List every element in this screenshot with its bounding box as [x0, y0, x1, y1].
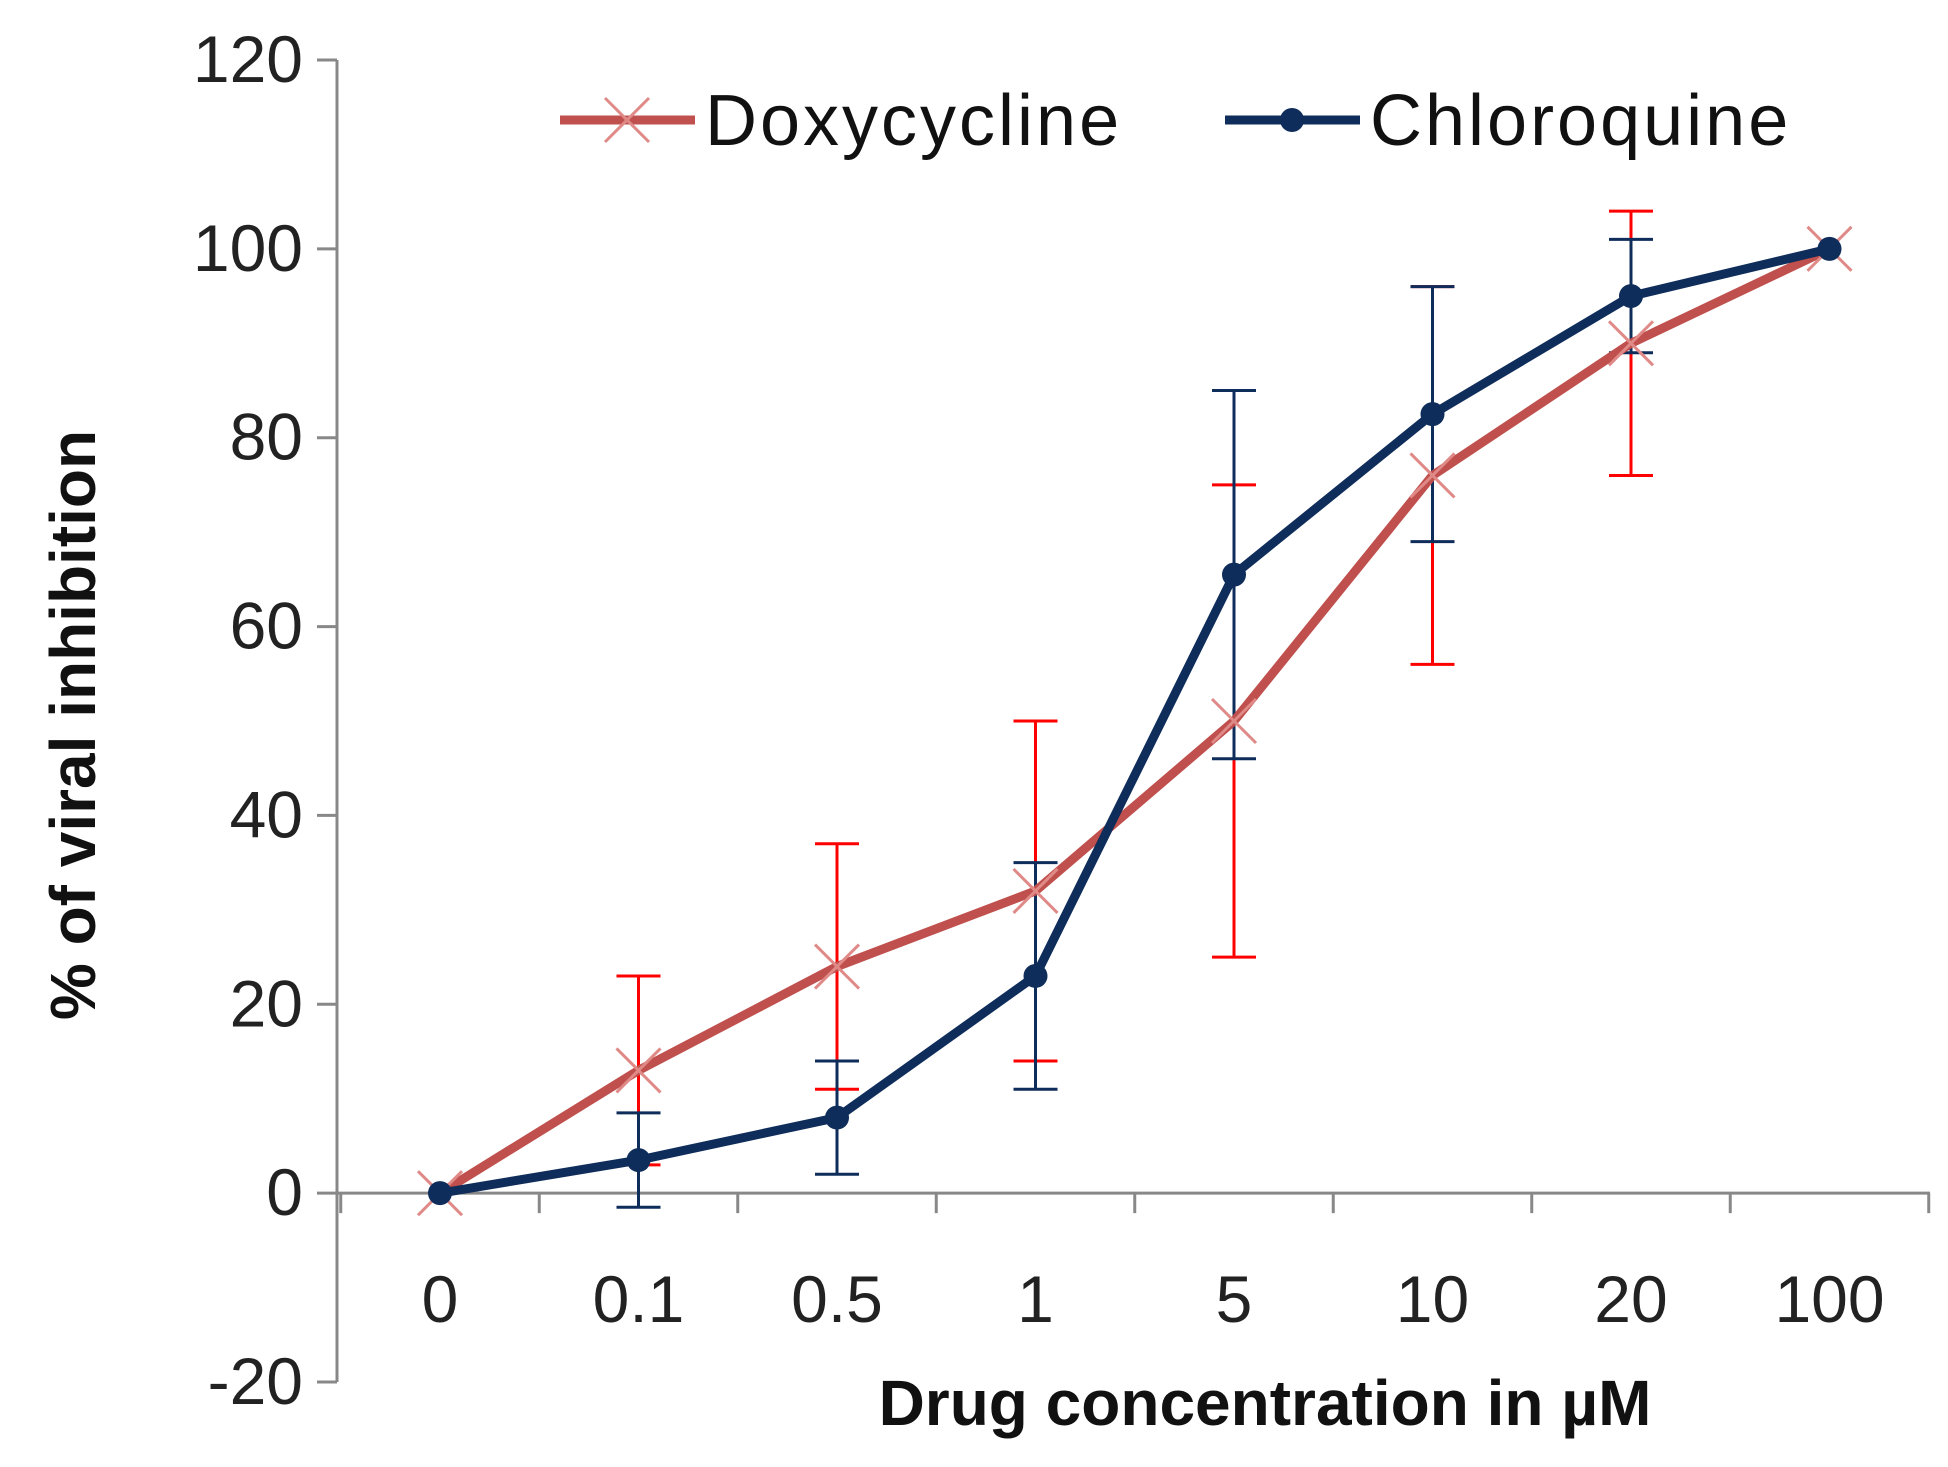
x-tick-label: 100 [1774, 1262, 1884, 1336]
x-tick-label: 0 [422, 1262, 459, 1336]
legend-marker-chloroquine [1280, 108, 1304, 132]
x-tick-label: 10 [1396, 1262, 1469, 1336]
x-axis-title: Drug concentration in µM [879, 1367, 1652, 1439]
y-tick-label: 40 [230, 777, 303, 851]
y-tick-label: 20 [230, 966, 303, 1040]
data-point-chloroquine [1619, 284, 1643, 309]
data-point-chloroquine [1222, 562, 1246, 587]
y-tick-label: 80 [230, 400, 303, 474]
x-tick-label: 1 [1017, 1262, 1054, 1336]
data-point-chloroquine [428, 1181, 452, 1206]
data-point-chloroquine [1420, 402, 1445, 427]
y-tick-label: -20 [208, 1344, 303, 1418]
y-tick-label: 120 [193, 22, 303, 96]
y-axis-title: % of viral inhibition [37, 430, 109, 1020]
data-point-chloroquine [825, 1105, 849, 1130]
data-point-chloroquine [626, 1148, 651, 1173]
series-layer [416, 225, 1853, 1217]
series-line-chloroquine [435, 244, 1834, 1198]
data-point-doxycycline [813, 943, 861, 990]
axes-layer: -20 0 20 40 60 80 100 120 0 0.1 0.5 1 5 10 20 100 [193, 22, 1931, 1418]
series-line-doxycycline [435, 244, 1834, 1198]
legend: Doxycycline Chloroquine [560, 81, 1791, 161]
legend-label-chloroquine: Chloroquine [1370, 81, 1791, 161]
x-tick-label: 5 [1216, 1262, 1253, 1336]
error-bars-layer [616, 209, 1653, 1209]
data-point-doxycycline [1409, 452, 1456, 499]
legend-label-doxycycline: Doxycycline [705, 81, 1122, 161]
y-tick-label: 100 [193, 211, 303, 285]
data-point-chloroquine [1817, 236, 1842, 261]
data-point-doxycycline [1210, 697, 1258, 745]
data-point-chloroquine [1023, 963, 1048, 988]
data-point-doxycycline [1607, 320, 1655, 367]
data-point-doxycycline [1012, 867, 1059, 915]
y-tick-label: 0 [266, 1155, 303, 1229]
legend-marker-doxycycline [603, 96, 651, 144]
data-point-doxycycline [615, 1047, 662, 1094]
y-tick-label: 60 [230, 589, 303, 663]
x-tick-label: 0.5 [791, 1262, 883, 1336]
x-tick-label: 0.1 [593, 1262, 685, 1336]
x-tick-label: 20 [1594, 1262, 1667, 1336]
